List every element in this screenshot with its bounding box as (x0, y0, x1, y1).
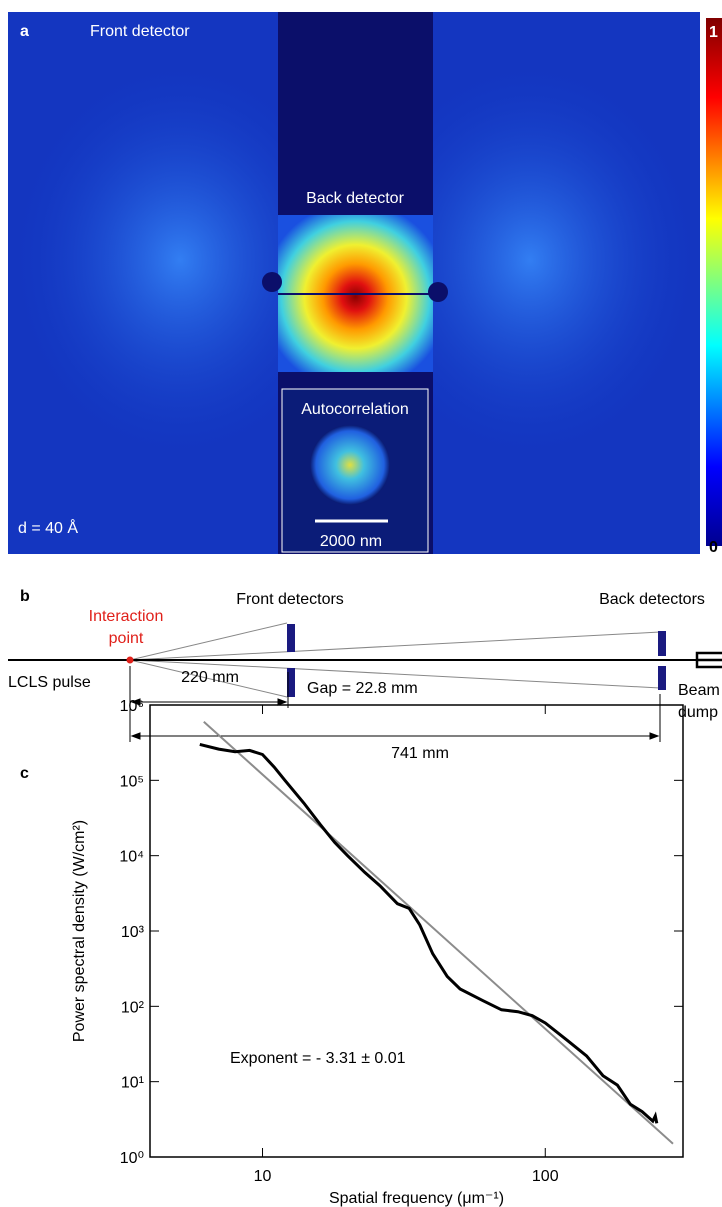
x-axis-title: Spatial frequency (μm⁻¹) (329, 1190, 504, 1207)
panel-c: c 10⁰ 10¹ 10² 10³ 10⁴ 10⁵ 10⁶ 10 100 Spatial frequ… (20, 698, 684, 1207)
scale-label: 2000 nm (320, 533, 382, 550)
colorbar-label: 0 (709, 539, 718, 556)
plot-frame (149, 704, 684, 1158)
series-line (199, 742, 659, 1124)
series-line (203, 720, 674, 1145)
panel-label: b (20, 588, 30, 605)
panel-label: c (20, 765, 29, 782)
y-tick-label: 10⁴ (119, 849, 144, 866)
panel-a: a Front detector Back detector Autocorre… (8, 12, 722, 556)
y-tick-label: 10¹ (121, 1075, 144, 1092)
beamstop (428, 282, 448, 302)
label: Interaction (89, 608, 164, 625)
label: Back detector (306, 190, 405, 207)
scatter-cone (129, 622, 661, 698)
colorbar-label: 1 (709, 24, 718, 41)
y-axis-title: Power spectral density (W/cm²) (71, 820, 88, 1042)
beamstop (262, 272, 282, 292)
front-detector (287, 624, 295, 652)
label: dump (678, 704, 718, 721)
y-tick-label: 10⁶ (120, 698, 144, 715)
label: d = 40 Å (18, 518, 78, 537)
y-tick-label: 10³ (121, 924, 145, 941)
annotation: Exponent = - 3.31 ± 0.01 (230, 1050, 406, 1067)
panel-b: b Interaction point Front detectors Back… (8, 588, 722, 762)
y-tick-label: 10⁰ (120, 1150, 144, 1167)
autocorrelation-image (310, 425, 390, 505)
x-tick-label: 100 (532, 1168, 559, 1185)
beam-dump (695, 651, 722, 669)
back-detector (658, 631, 666, 656)
y-tick-label: 10⁵ (120, 773, 144, 790)
label: Autocorrelation (301, 401, 409, 418)
label: LCLS pulse (8, 674, 91, 691)
back-detector (658, 666, 666, 690)
label: point (109, 630, 144, 647)
y-tick-label: 10² (121, 999, 145, 1016)
front-detector (287, 668, 295, 697)
x-tick-label: 10 (254, 1168, 272, 1185)
panel-label: a (20, 23, 29, 40)
label: Front detectors (236, 591, 344, 608)
interaction-point (126, 656, 134, 664)
label: Front detector (90, 23, 190, 40)
label: 741 mm (391, 745, 449, 762)
detector-shadow (278, 12, 433, 215)
label: Back detectors (599, 591, 705, 608)
colorbar (706, 18, 722, 546)
speckle-glow (10, 60, 350, 460)
label: Gap = 22.8 mm (307, 680, 418, 697)
label: Beam (678, 682, 720, 699)
speckle-glow (360, 60, 700, 460)
label: 220 mm (181, 669, 239, 686)
